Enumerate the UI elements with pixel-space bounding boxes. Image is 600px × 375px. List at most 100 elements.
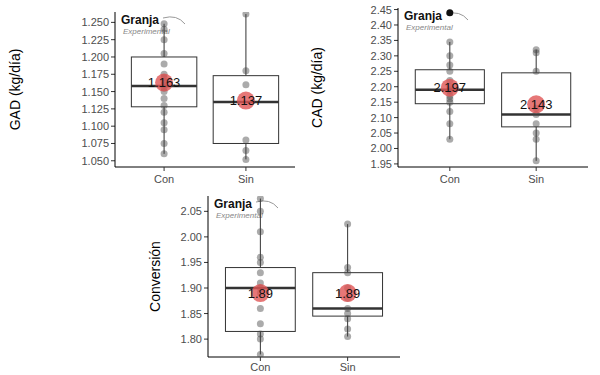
point [533,136,540,143]
y-tick-label: 1.100 [81,120,109,132]
y-tick-label: 1.150 [81,86,109,98]
point [533,68,540,75]
point [344,325,351,332]
point [257,208,264,215]
watermark: Granja [121,13,159,27]
y-tick-label: 1.250 [81,16,109,28]
y-tick-label: 1.075 [81,137,109,149]
marks [131,12,278,163]
point [446,99,453,106]
watermark: Experimental [216,211,263,220]
x-tick [449,167,450,171]
marks [225,196,382,357]
y-tick [111,56,115,57]
point [257,351,264,357]
x-tick [245,167,246,171]
y-tick [394,117,398,118]
box [502,73,571,127]
y-tick-label: 2.00 [181,231,202,243]
point [161,26,168,33]
watermark: Experimental [406,23,453,32]
mean-label: 2.197 [434,80,467,95]
point [161,126,168,133]
y-tick-label: 1.95 [371,158,392,170]
y-tick-label: 1.050 [81,155,109,167]
point [446,108,453,115]
y-tick-label: 2.35 [371,34,392,46]
point [242,137,249,144]
y-tick-label: 1.175 [81,68,109,80]
y-tick [394,102,398,103]
y-tick-label: 2.00 [371,142,392,154]
y-tick-label: 2.15 [371,96,392,108]
y-tick-label: 2.05 [371,127,392,139]
point [257,320,264,327]
mean-label: 1.89 [335,286,360,301]
point [257,196,264,202]
point [161,102,168,109]
y-tick [394,40,398,41]
point [242,156,249,163]
mean-label: 2.143 [520,97,553,112]
y-tick-label: 2.45 [371,4,392,16]
marks [415,9,570,164]
y-tick-label: 1.85 [181,308,202,320]
point [242,12,249,18]
x-tick-label: Con [250,361,270,373]
y-tick-label: 1.200 [81,51,109,63]
y-tick [394,86,398,87]
y-tick [394,24,398,25]
y-tick [394,148,398,149]
point [533,120,540,127]
y-tick-label: 2.30 [371,50,392,62]
point [242,81,249,88]
y-tick [204,313,208,314]
point [344,333,351,340]
panel: 1.952.002.052.102.152.202.252.302.352.40… [309,4,588,185]
box [131,57,196,107]
box [213,76,278,144]
watermark-swoosh [256,201,278,208]
y-tick [394,9,398,10]
point [161,150,168,157]
point [446,38,453,45]
y-tick-label: 1.125 [81,103,109,115]
y-axis-label: CAD (kg/día) [309,47,325,128]
labels: 1.89 1.89 [248,286,361,301]
y-axis-label: GAD (kg/día) [7,49,23,131]
box [313,273,383,316]
point [161,36,168,43]
mean-label: 1.163 [148,75,181,90]
labels: 2.197 2.143 [434,80,553,112]
y-tick [394,163,398,164]
point [446,120,453,127]
mean-label: 1.89 [248,286,273,301]
x-tick [536,167,537,171]
y-tick [111,74,115,75]
y-axis [208,196,209,357]
y-tick [394,133,398,134]
y-tick [111,108,115,109]
point [257,305,264,312]
box [225,268,295,332]
y-tick [204,262,208,263]
point [161,60,168,67]
panel: 1.050 1.075 1.100 1.125 1.150 1.175 1.200 1.225… [7,11,295,185]
point [446,52,453,59]
point [257,269,264,276]
y-tick [111,22,115,23]
watermark: Granja [404,9,442,23]
y-tick [111,126,115,127]
y-tick-label: 1.90 [181,282,202,294]
point [344,269,351,276]
y-tick [394,71,398,72]
point [344,315,351,322]
point [533,130,540,137]
box [415,70,484,104]
point [257,259,264,266]
outlier [446,9,453,16]
point [161,95,168,102]
y-tick-label: 1.225 [81,34,109,46]
mean-label: 1.137 [230,93,263,108]
y-axis [115,12,116,167]
